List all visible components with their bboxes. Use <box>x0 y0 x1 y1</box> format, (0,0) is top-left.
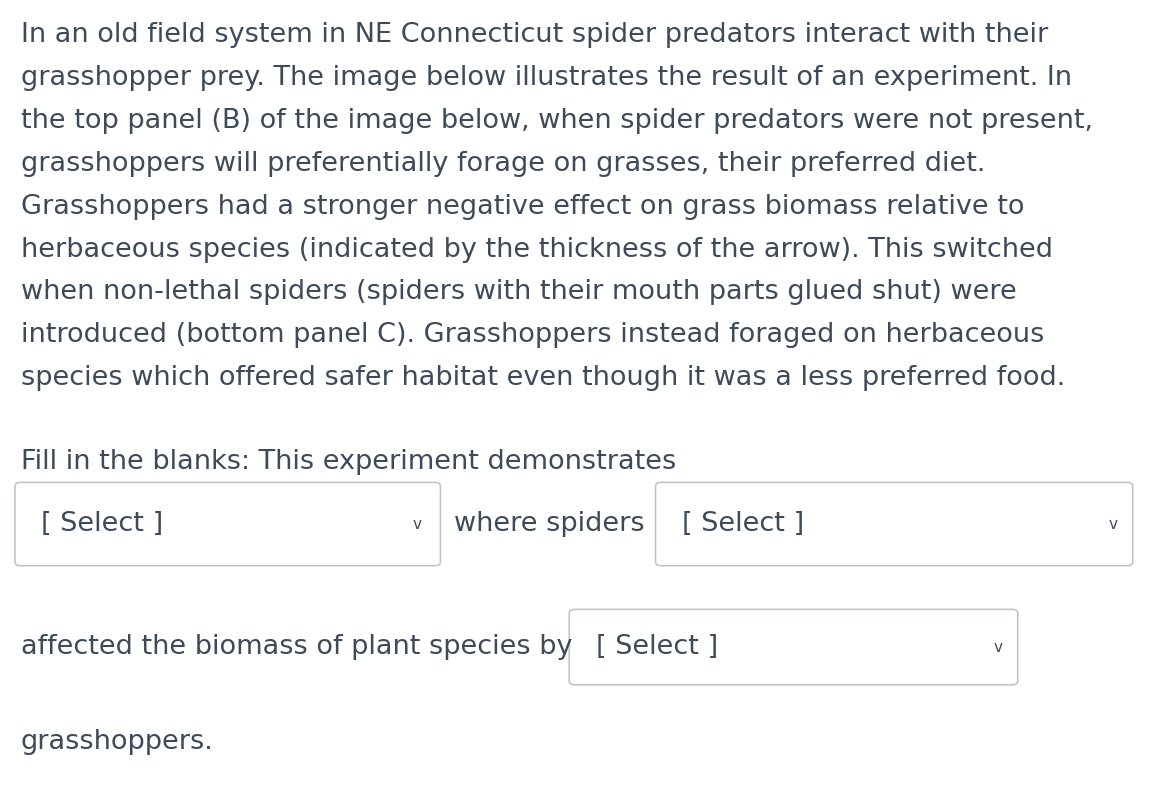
FancyBboxPatch shape <box>656 482 1133 565</box>
Text: introduced (bottom panel C). Grasshoppers instead foraged on herbaceous: introduced (bottom panel C). Grasshopper… <box>21 322 1044 349</box>
Text: the top panel (B) of the image below, when spider predators were not present,: the top panel (B) of the image below, wh… <box>21 108 1092 134</box>
Text: Grasshoppers had a stronger negative effect on grass biomass relative to: Grasshoppers had a stronger negative eff… <box>21 194 1025 220</box>
Text: grasshoppers will preferentially forage on grasses, their preferred diet.: grasshoppers will preferentially forage … <box>21 151 986 177</box>
Text: grasshoppers.: grasshoppers. <box>21 730 214 755</box>
Text: where spiders: where spiders <box>454 511 644 537</box>
Text: when non-lethal spiders (spiders with their mouth parts glued shut) were: when non-lethal spiders (spiders with th… <box>21 279 1017 306</box>
Text: [ Select ]: [ Select ] <box>596 634 718 660</box>
Text: In an old field system in NE Connecticut spider predators interact with their: In an old field system in NE Connecticut… <box>21 22 1048 48</box>
FancyBboxPatch shape <box>15 482 440 565</box>
Text: Fill in the blanks: This experiment demonstrates: Fill in the blanks: This experiment demo… <box>21 449 676 475</box>
Text: species which offered safer habitat even though it was a less preferred food.: species which offered safer habitat even… <box>21 365 1065 391</box>
Text: affected the biomass of plant species by: affected the biomass of plant species by <box>21 634 573 660</box>
Text: [ Select ]: [ Select ] <box>41 511 163 537</box>
Text: [ Select ]: [ Select ] <box>682 511 804 537</box>
Text: herbaceous species (indicated by the thickness of the arrow). This switched: herbaceous species (indicated by the thi… <box>21 237 1052 263</box>
Text: v: v <box>994 640 1003 654</box>
Text: grasshopper prey. The image below illustrates the result of an experiment. In: grasshopper prey. The image below illust… <box>21 65 1072 91</box>
FancyBboxPatch shape <box>569 610 1018 684</box>
Text: v: v <box>1109 517 1118 531</box>
Text: v: v <box>413 517 422 531</box>
